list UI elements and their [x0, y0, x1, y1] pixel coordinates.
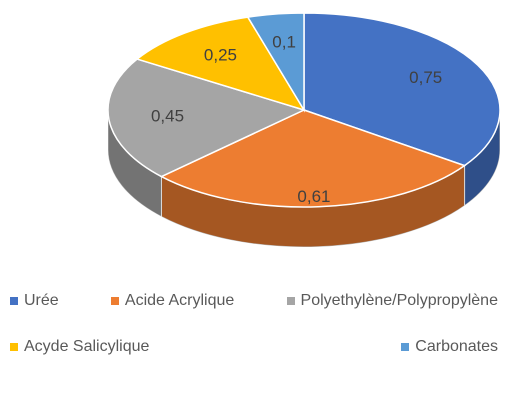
slice	[303, 12, 501, 167]
data-label: 0,25	[204, 46, 237, 65]
legend-label: Urée	[24, 292, 59, 309]
legend-swatch	[10, 297, 18, 305]
pie: 0,75 0,61 0,45 0,25 0,1	[107, 12, 501, 248]
legend-item: Carbonates	[401, 324, 498, 370]
legend-swatch	[286, 297, 295, 305]
legend-label: Polyethylène/Polypropylène	[300, 292, 498, 309]
legend-item: Acyde Salicylique	[10, 324, 149, 370]
legend-item: Polyethylène/Polypropylène	[286, 278, 498, 324]
slice-side-shade	[464, 110, 500, 206]
data-label: 0,1	[272, 32, 296, 51]
slice-side-shade	[108, 110, 162, 217]
legend-label: Carbonates	[415, 338, 498, 355]
legend-swatch	[401, 343, 410, 351]
slice-side-shade	[161, 165, 465, 248]
legend-label: Acyde Salicylique	[24, 338, 150, 355]
slice	[107, 58, 307, 178]
slice	[246, 12, 305, 113]
slice	[135, 16, 306, 112]
legend-swatch	[110, 297, 119, 305]
legend-item: Urée	[10, 278, 59, 324]
legend-item: Acide Acrylique	[110, 278, 235, 324]
legend-label: Acide Acrylique	[124, 292, 235, 309]
legend: Urée Acide Acrylique Polyethylène/Polyprop…	[10, 278, 498, 370]
data-label: 0,75	[409, 68, 442, 87]
legend-swatch	[10, 343, 18, 351]
data-label: 0,61	[297, 187, 330, 206]
slice	[159, 109, 467, 208]
data-label: 0,45	[151, 106, 184, 125]
